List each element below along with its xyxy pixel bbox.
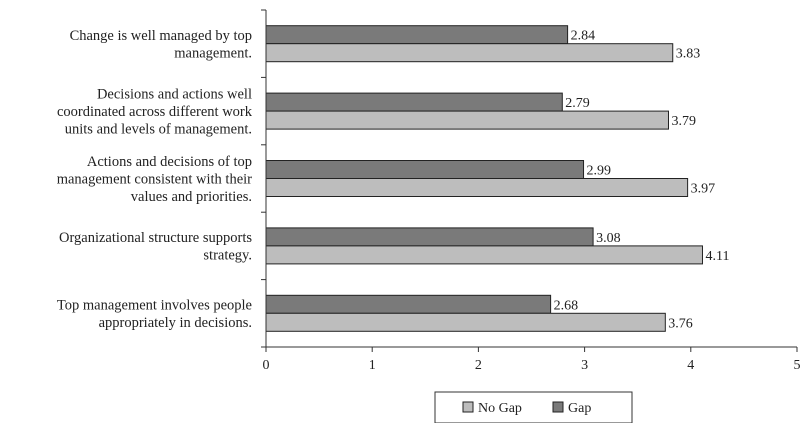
x-tick-label: 0 — [263, 358, 270, 373]
category-label-line: Actions and decisions of top — [87, 154, 252, 170]
category-label-3: Actions and decisions of top management c… — [57, 154, 252, 205]
gap-bar-3 — [265, 160, 585, 179]
legend-label-no-gap: No Gap — [478, 401, 522, 416]
axes: 0 1 2 3 4 5 — [261, 9, 801, 373]
no-gap-value-label-5: 3.76 — [668, 316, 693, 331]
category-label-5: Top management involves people appropriat… — [57, 298, 252, 332]
gap-value-label-1: 2.84 — [571, 29, 596, 44]
legend-label-gap: Gap — [568, 401, 591, 416]
gap-bar-4 — [265, 227, 594, 247]
no-gap-bar-5 — [265, 312, 666, 332]
legend-swatch-gap — [552, 401, 564, 413]
gap-value-label-2: 2.79 — [565, 96, 590, 111]
category-label-2: Decisions and actions well coordinated ac… — [57, 87, 253, 138]
no-gap-bar-3 — [265, 178, 689, 197]
bars — [265, 25, 703, 332]
gap-value-label-5: 2.68 — [554, 298, 579, 313]
gap-bar-1 — [265, 25, 569, 45]
no-gap-bar-1 — [265, 43, 674, 63]
no-gap-bar-4 — [265, 245, 703, 265]
legend: No Gap Gap — [434, 391, 633, 423]
gap-value-label-3: 2.99 — [587, 164, 612, 179]
data-labels: 2.84 3.83 2.79 3.79 2.99 3.97 3.08 4.11 2.68 3.76 — [554, 29, 730, 332]
x-tick-label: 2 — [475, 358, 482, 373]
category-labels: Change is well managed by top management.… — [57, 28, 253, 331]
category-label-line: management consistent with their — [57, 172, 252, 188]
category-label-line: units and levels of management. — [65, 122, 252, 138]
no-gap-value-label-2: 3.79 — [671, 114, 696, 129]
category-label-line: Top management involves people — [57, 298, 252, 314]
no-gap-value-label-3: 3.97 — [691, 182, 716, 197]
category-label-line: values and priorities. — [131, 189, 252, 205]
x-tick-label: 1 — [369, 358, 376, 373]
no-gap-bar-2 — [265, 110, 669, 130]
category-label-4: Organizational structure supports strateg… — [59, 230, 252, 264]
no-gap-value-label-4: 4.11 — [705, 249, 729, 264]
category-label-line: management. — [174, 45, 252, 61]
gap-bar-5 — [265, 294, 552, 314]
category-label-line: appropriately in decisions. — [99, 315, 252, 331]
category-label-1: Change is well managed by top management. — [70, 28, 252, 62]
category-label-line: Decisions and actions well — [97, 87, 252, 103]
x-tick-label: 3 — [581, 358, 588, 373]
category-label-line: Change is well managed by top — [70, 28, 252, 44]
category-label-line: coordinated across different work — [57, 104, 253, 120]
gap-bar-2 — [265, 92, 563, 112]
category-label-line: Organizational structure supports — [59, 230, 252, 246]
x-tick-label: 5 — [794, 358, 801, 373]
category-label-line: strategy. — [203, 248, 252, 264]
gap-value-label-4: 3.08 — [596, 231, 621, 246]
x-tick-label: 4 — [687, 358, 694, 373]
legend-swatch-no-gap — [462, 401, 474, 413]
no-gap-value-label-1: 3.83 — [676, 47, 701, 62]
